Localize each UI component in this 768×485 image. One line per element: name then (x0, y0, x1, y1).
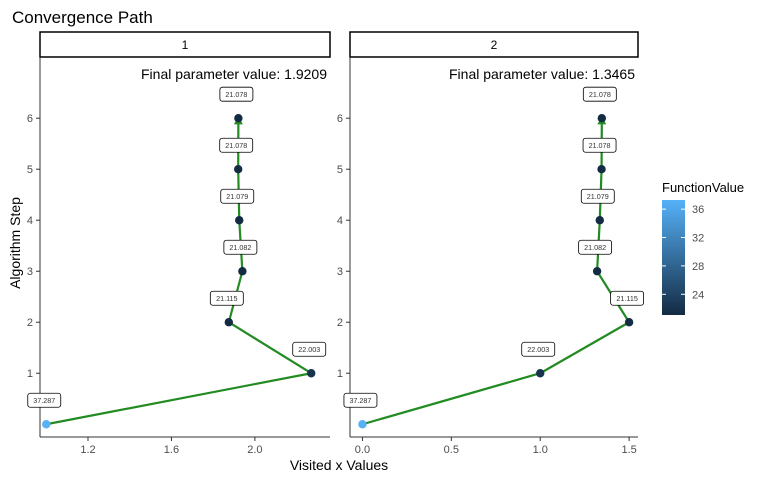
y-tick-label: 5 (27, 164, 33, 176)
data-point (234, 165, 242, 173)
facet-panels: 1 1 2 3 4 5 6 1.2 1.6 2.0 Final parameter value: 1… (27, 32, 644, 456)
value-label: 21.079 (581, 189, 614, 203)
legend-tick-label: 28 (692, 261, 704, 273)
data-point (536, 369, 544, 377)
value-label-text: 21.078 (589, 141, 611, 150)
facet-panel-2: 2 1 2 3 4 5 6 0.0 0.5 1.0 1.5 Final parameter value… (337, 32, 644, 456)
x-tick-label: 0.0 (355, 444, 370, 456)
value-label: 37.287 (344, 393, 377, 407)
y-tick-label: 4 (337, 215, 343, 227)
value-label-text: 37.287 (349, 396, 371, 405)
value-label-text: 21.115 (216, 294, 237, 303)
path-segment (362, 373, 540, 424)
final-value-annotation: Final parameter value: 1.3465 (449, 66, 635, 82)
legend-title: FunctionValue (662, 180, 744, 195)
value-label-text: 21.079 (226, 192, 248, 201)
x-tick-label: 1.5 (621, 444, 636, 456)
data-point (235, 216, 243, 224)
value-label-text: 21.115 (616, 294, 637, 303)
data-point (625, 318, 633, 326)
value-label: 21.115 (210, 291, 243, 305)
value-label: 37.287 (28, 393, 61, 407)
y-tick-label: 4 (27, 215, 33, 227)
data-point (307, 369, 315, 377)
final-value-annotation: Final parameter value: 1.9209 (141, 66, 327, 82)
value-label-text: 21.082 (229, 243, 251, 252)
value-label-text: 21.078 (225, 141, 247, 150)
value-label: 21.078 (220, 138, 253, 152)
data-point (598, 114, 606, 122)
value-label: 22.003 (522, 342, 555, 356)
data-point (596, 216, 604, 224)
facet-panel-1: 1 1 2 3 4 5 6 1.2 1.6 2.0 Final parameter value: 1… (27, 32, 330, 456)
value-label: 21.078 (220, 87, 253, 101)
data-point (597, 165, 605, 173)
data-point (42, 420, 50, 428)
value-label-text: 21.082 (584, 243, 606, 252)
data-point (234, 114, 242, 122)
y-axis-label: Algorithm Step (7, 197, 23, 289)
value-label-text: 21.078 (225, 90, 247, 99)
value-label: 21.078 (583, 87, 616, 101)
value-label-text: 21.078 (589, 90, 611, 99)
x-tick-label: 2.0 (247, 444, 262, 456)
value-label: 21.082 (224, 240, 257, 254)
facet-strip-label: 1 (182, 38, 189, 52)
y-tick-label: 1 (337, 368, 343, 380)
data-point (358, 420, 366, 428)
value-label-text: 22.003 (298, 345, 320, 354)
legend-tick-label: 24 (692, 289, 704, 301)
value-label: 21.079 (221, 189, 254, 203)
data-point (238, 267, 246, 275)
y-tick-label: 2 (337, 317, 343, 329)
legend-colorbar (662, 200, 685, 315)
legend: FunctionValue 36 32 28 24 (662, 180, 744, 315)
value-label-text: 21.079 (587, 192, 609, 201)
x-tick-label: 1.2 (80, 444, 95, 456)
y-tick-label: 6 (27, 113, 33, 125)
y-tick-label: 6 (337, 113, 343, 125)
value-label: 21.078 (583, 138, 616, 152)
legend-tick-label: 36 (692, 204, 704, 216)
data-point (593, 267, 601, 275)
value-label-text: 22.003 (527, 345, 549, 354)
facet-strip-label: 2 (491, 38, 498, 52)
legend-tick-label: 32 (692, 233, 704, 245)
y-tick-label: 1 (27, 368, 33, 380)
value-label-text: 37.287 (33, 396, 55, 405)
y-tick-label: 5 (337, 164, 343, 176)
value-label: 22.003 (293, 342, 326, 356)
y-tick-label: 3 (337, 266, 343, 278)
value-label: 21.115 (611, 291, 644, 305)
y-tick-label: 2 (27, 317, 33, 329)
y-tick-label: 3 (27, 266, 33, 278)
value-label: 21.082 (579, 240, 612, 254)
x-tick-label: 0.5 (444, 444, 459, 456)
chart-title: Convergence Path (12, 8, 153, 27)
data-point (225, 318, 233, 326)
x-tick-label: 1.0 (533, 444, 548, 456)
x-axis-label: Visited x Values (290, 457, 388, 473)
x-tick-label: 1.6 (164, 444, 179, 456)
path-segment (46, 373, 311, 424)
